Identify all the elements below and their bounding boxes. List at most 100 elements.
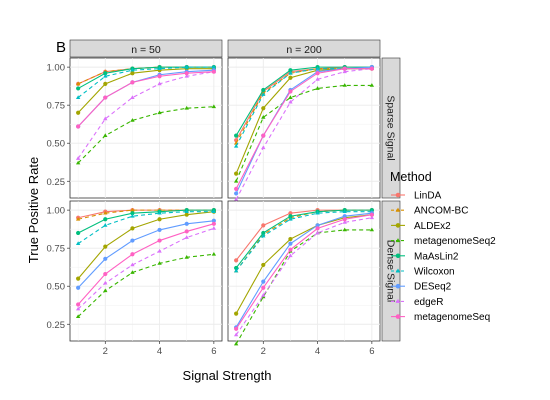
x-tick-label: 4 [315, 346, 320, 357]
legend-item-edger: edgeR [391, 297, 443, 308]
data-point [75, 156, 81, 160]
y-tick-label: 0.25 [47, 320, 66, 331]
data-point [261, 92, 266, 96]
data-point [157, 261, 162, 265]
data-point [103, 210, 108, 215]
legend-key-marker [395, 192, 401, 198]
panel-background [69, 57, 223, 199]
data-point [261, 262, 266, 268]
data-point [211, 69, 216, 74]
data-point [130, 270, 135, 274]
data-point [76, 86, 81, 91]
data-point [234, 186, 239, 191]
data-point [261, 293, 266, 297]
y-tick-label: 1.00 [47, 206, 66, 217]
data-point [369, 66, 374, 71]
data-point [157, 66, 162, 71]
data-point [103, 280, 108, 285]
data-point [103, 223, 108, 227]
series-line [77, 66, 214, 98]
legend-label: ANCOM-BC [414, 206, 468, 217]
series-wilcoxon [75, 209, 217, 245]
data-point [103, 81, 108, 86]
data-point [76, 276, 81, 281]
series-metagenomeseq2 [75, 251, 217, 319]
data-point [103, 116, 108, 121]
data-point [261, 285, 266, 290]
legend-key-marker [395, 268, 401, 273]
legend-item-wilcoxon: Wilcoxon [391, 267, 455, 278]
data-point [76, 230, 81, 236]
legend-key-marker [395, 207, 401, 212]
data-point [75, 306, 81, 311]
data-point [130, 238, 135, 243]
data-point [261, 106, 266, 111]
data-point [233, 197, 239, 201]
data-point [103, 217, 108, 222]
series-line [235, 209, 372, 269]
data-point [157, 248, 162, 253]
legend-label: edgeR [414, 297, 443, 308]
series-line [77, 227, 215, 310]
data-point [184, 229, 189, 234]
legend-label: metagenomeSeq [414, 312, 490, 323]
data-point [103, 71, 108, 76]
data-point [184, 105, 189, 110]
data-point [288, 211, 293, 216]
series-metagenomeseq2 [75, 104, 217, 165]
series-line [235, 212, 372, 328]
series-line [77, 211, 214, 279]
legend-label: LinDA [414, 191, 442, 202]
legend-item-maaslin2: MaAsLin2 [391, 251, 459, 262]
series-line [235, 68, 372, 147]
series-line [77, 71, 214, 127]
row-strip-sparse-signal: Sparse Signal [381, 57, 401, 199]
data-point [288, 236, 293, 242]
y-tick-label: 0.75 [47, 101, 66, 112]
data-point [288, 89, 293, 94]
y-tick-label: 0.75 [47, 244, 66, 255]
data-point [130, 252, 135, 257]
legend-item-metagenomeseq2: metagenomeSeq2 [391, 236, 496, 247]
data-point [184, 212, 189, 217]
data-point [342, 66, 347, 71]
legend-label: MaAsLin2 [414, 251, 459, 262]
x-tick-label: 6 [369, 346, 374, 357]
data-point [261, 115, 266, 119]
data-point [184, 209, 189, 214]
data-point [103, 244, 108, 249]
data-point [211, 221, 216, 226]
data-point [233, 332, 239, 337]
series-metagenomeseq [76, 69, 216, 129]
data-point [233, 268, 239, 273]
x-tick-label: 2 [261, 346, 266, 357]
data-point [75, 241, 81, 245]
data-point [130, 207, 135, 212]
data-point [157, 227, 162, 233]
data-point [130, 262, 135, 267]
data-point [211, 209, 217, 214]
data-point [342, 69, 347, 74]
data-point [369, 227, 375, 232]
data-point [184, 235, 189, 239]
data-point [261, 279, 266, 284]
y-tick-label: 0.50 [47, 282, 66, 293]
x-axis-title: Signal Strength [183, 368, 272, 383]
data-point [130, 118, 135, 122]
data-point [233, 143, 239, 148]
data-point [261, 87, 266, 93]
data-point [130, 226, 135, 231]
data-point [234, 326, 239, 331]
data-point [233, 341, 239, 346]
x-tick-label: 2 [103, 346, 108, 357]
legend-label: Wilcoxon [414, 267, 455, 278]
data-point [211, 226, 217, 230]
data-point [342, 209, 347, 214]
data-point [288, 241, 293, 246]
data-point [261, 233, 266, 238]
y-tick-label: 0.25 [47, 177, 66, 188]
data-point [369, 215, 375, 220]
data-point [211, 251, 217, 256]
data-point [342, 83, 347, 87]
data-point [75, 81, 81, 86]
